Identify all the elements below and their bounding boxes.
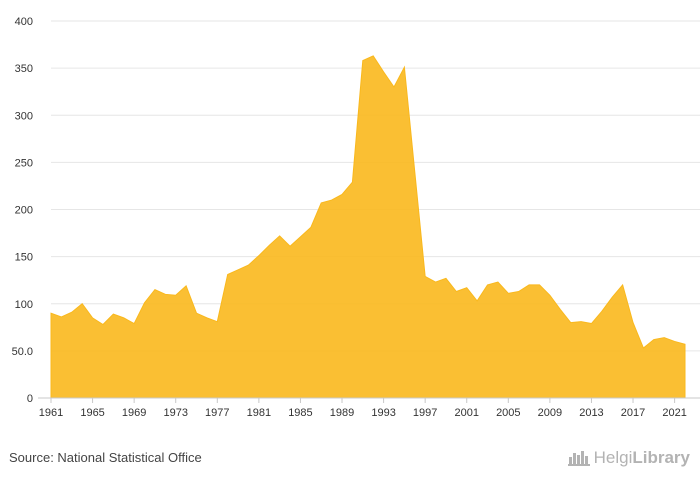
area-fill: [50, 55, 686, 399]
brand-name-bold: Library: [632, 448, 690, 467]
x-tick-label: 1977: [205, 407, 229, 419]
y-tick-label: 300: [15, 110, 33, 122]
helgi-library-logo: Helgi Library: [567, 448, 690, 468]
x-tick-label: 1985: [288, 407, 312, 419]
x-tick-label: 2009: [538, 407, 562, 419]
x-axis: 1961 1965 1969 1973 1977 1981 1985 1989 1993 1997…: [38, 397, 700, 419]
y-tick-label: 200: [15, 205, 33, 217]
brand-name-regular: Helgi: [593, 448, 633, 467]
x-tick-label: 1965: [80, 407, 104, 419]
y-tick-label: 50.0: [12, 346, 33, 358]
x-tick-label: 2001: [454, 407, 478, 419]
y-tick-label: 0: [27, 393, 33, 405]
x-tick-label: 2017: [621, 407, 645, 419]
x-tick-label: 2021: [662, 407, 686, 419]
y-tick-label: 150: [15, 252, 33, 264]
x-tick-label: 1973: [163, 407, 187, 419]
x-tick-label: 1989: [330, 407, 354, 419]
y-axis: 0 50.0 100 150 200 250 300 350 400: [12, 16, 33, 405]
x-tick-label: 2013: [579, 407, 603, 419]
skyline-icon: [567, 451, 590, 466]
y-tick-label: 350: [15, 63, 33, 75]
x-tick-label: 2005: [496, 407, 520, 419]
y-tick-label: 400: [15, 16, 33, 28]
x-tick-label: 1981: [247, 407, 271, 419]
area-series: [50, 55, 686, 399]
y-tick-label: 100: [15, 299, 33, 311]
source-note: Source: National Statistical Office: [9, 450, 202, 465]
x-tick-label: 1993: [371, 407, 395, 419]
x-tick-label: 1969: [122, 407, 146, 419]
y-tick-label: 250: [15, 157, 33, 169]
x-tick-label: 1997: [413, 407, 437, 419]
x-tick-label: 1961: [39, 407, 63, 419]
